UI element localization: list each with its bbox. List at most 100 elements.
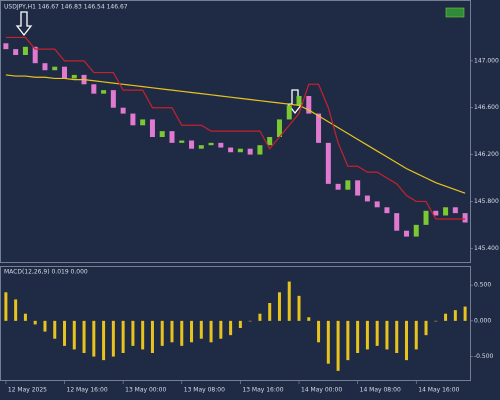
histogram-bar: [53, 320, 57, 339]
indicator-panel: [0, 266, 471, 381]
histogram-bar: [170, 320, 174, 343]
signal-box[interactable]: [445, 7, 465, 18]
candle: [52, 66, 58, 71]
candle: [413, 224, 419, 237]
candle: [13, 49, 19, 55]
histogram-bar: [365, 320, 369, 350]
candle: [335, 183, 341, 190]
histogram-bar: [463, 306, 467, 321]
histogram-bar: [375, 320, 379, 346]
histogram-bar: [72, 320, 76, 350]
candle: [140, 119, 146, 126]
candle: [306, 96, 312, 114]
y-tick-label: -0.500: [474, 353, 494, 360]
histogram-bar: [14, 299, 18, 321]
histogram-bar: [102, 320, 106, 361]
candle: [316, 113, 322, 143]
candle: [325, 142, 331, 184]
histogram-bar: [414, 320, 418, 350]
histogram-bar: [82, 320, 86, 353]
x-tick-label: 12 May 16:00: [67, 387, 108, 394]
candle: [462, 213, 468, 223]
x-tick-label: 14 May 08:00: [360, 387, 401, 394]
candle: [198, 145, 204, 149]
candle: [247, 148, 253, 155]
histogram-bar: [4, 292, 8, 321]
candle: [237, 148, 243, 153]
candle: [394, 213, 400, 231]
histogram-bar: [219, 320, 223, 339]
histogram-bar: [111, 320, 115, 357]
histogram-bar: [209, 320, 213, 343]
y-tick-label: 147.000: [474, 57, 499, 64]
candle: [62, 66, 68, 79]
candle: [42, 63, 48, 71]
histogram-bar: [336, 320, 340, 371]
candle: [208, 142, 214, 146]
candle: [384, 207, 390, 214]
candle: [364, 195, 370, 202]
candle: [169, 131, 175, 143]
histogram-bar: [444, 313, 448, 321]
histogram-bar: [238, 320, 242, 328]
x-tick-label: 13 May 16:00: [242, 387, 283, 394]
candle: [433, 210, 439, 216]
histogram-bar: [43, 320, 47, 332]
histogram-bar: [297, 295, 301, 321]
histogram-bar: [326, 320, 330, 364]
histogram-bar: [287, 281, 291, 321]
main-panel: [0, 0, 471, 263]
histogram-bar: [307, 317, 311, 321]
histogram-bar: [92, 320, 96, 357]
candle: [296, 96, 302, 106]
histogram-bar: [180, 320, 184, 346]
candle: [443, 207, 449, 216]
signal-arrow: [15, 11, 33, 37]
y-tick-label: 146.600: [474, 104, 499, 111]
candle: [159, 131, 165, 137]
y-tick-label: 145.800: [474, 198, 499, 205]
candle: [91, 84, 97, 94]
histogram-bar: [268, 303, 272, 321]
candle: [345, 180, 351, 190]
histogram-bar: [395, 320, 399, 353]
chart-title: USDJPY,H1 146.67 146.83 146.54 146.67: [4, 4, 128, 11]
histogram-bar: [199, 320, 203, 339]
histogram-bar: [385, 320, 389, 350]
x-tick-label: 14 May 16:00: [418, 387, 459, 394]
histogram-bar: [258, 313, 262, 321]
candle: [228, 147, 234, 153]
candle: [130, 113, 136, 126]
candle: [423, 210, 429, 225]
x-tick-label: 13 May 08:00: [184, 387, 225, 394]
histogram-bar: [63, 320, 67, 346]
candle: [267, 137, 273, 146]
histogram-bar: [424, 320, 428, 336]
candle: [179, 140, 185, 143]
histogram-bar: [150, 320, 154, 353]
histogram-bar: [141, 320, 145, 350]
candle: [452, 207, 458, 214]
indicator-title: MACD(12,26,9) 0.019 0.000: [4, 269, 88, 276]
x-tick-label: 13 May 00:00: [125, 387, 166, 394]
candle: [149, 119, 155, 137]
histogram-bar: [121, 320, 125, 353]
histogram-bar: [356, 320, 360, 353]
candle: [71, 74, 77, 79]
candle: [374, 201, 380, 208]
y-tick-label: 146.200: [474, 151, 499, 158]
histogram-bar: [131, 320, 135, 346]
y-tick-label: 0.000: [474, 317, 491, 324]
y-tick-label: 0.500: [474, 282, 491, 289]
candle: [276, 119, 282, 137]
candle: [257, 145, 263, 155]
histogram-bar: [190, 320, 194, 343]
histogram-bar: [229, 320, 233, 336]
candle: [286, 105, 292, 120]
candle: [120, 107, 126, 114]
candle: [189, 140, 195, 149]
candle: [22, 46, 28, 55]
histogram-bar: [277, 292, 281, 321]
